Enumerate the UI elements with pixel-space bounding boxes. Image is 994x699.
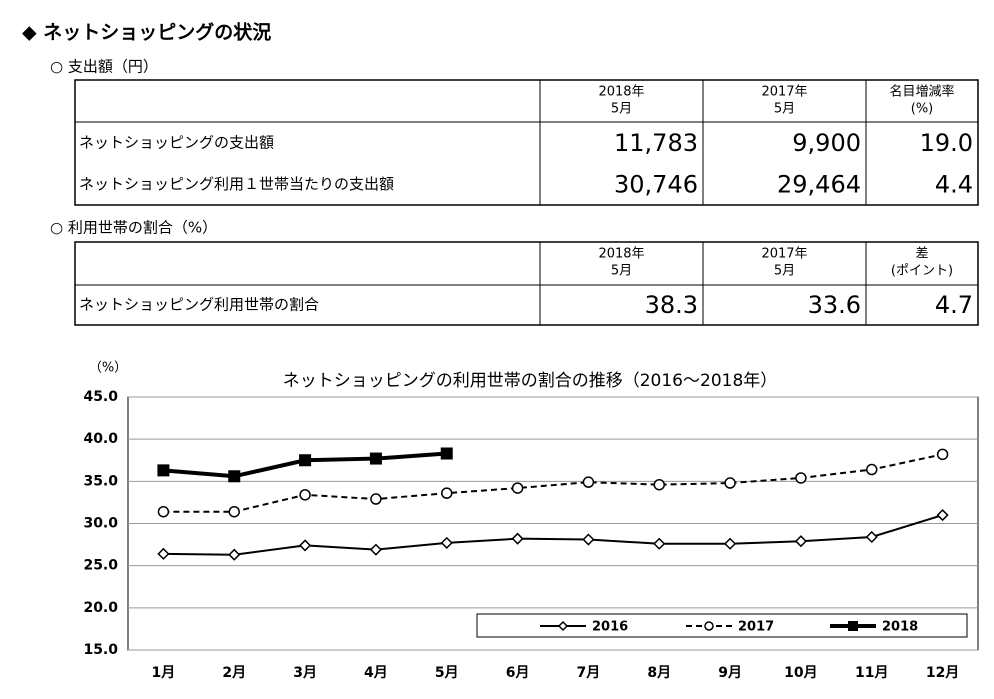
table-header: 5月: [611, 102, 632, 117]
x-tick-label: 9月: [718, 665, 742, 681]
data-point: [794, 535, 807, 548]
table-border: [74, 79, 979, 206]
data-point: [157, 464, 170, 477]
x-tick-label: 6月: [506, 665, 530, 681]
data-point: [866, 463, 878, 476]
cell-value: 19.0: [920, 129, 973, 157]
table-header: 5月: [611, 264, 632, 279]
table-header: 名目増減率: [889, 84, 954, 100]
heading: ◆ ネットショッピングの状況: [22, 21, 271, 44]
x-tick-label: 10月: [784, 665, 817, 681]
data-point: [157, 547, 170, 560]
x-tick-label: 12月: [926, 665, 959, 681]
table-header: (ポイント): [891, 264, 953, 279]
y-tick-label: 45.0: [83, 389, 118, 405]
data-point: [936, 448, 949, 461]
data-point: [724, 477, 736, 489]
y-unit: （%）: [89, 361, 127, 376]
data-point: [228, 548, 241, 561]
x-tick-label: 11月: [855, 665, 888, 681]
data-point: [157, 505, 170, 518]
table-header: 2017年: [761, 85, 807, 100]
table-header: 5月: [774, 102, 795, 117]
data-point: [228, 470, 241, 483]
cell-value: 4.7: [935, 291, 973, 319]
table-border: [74, 241, 979, 326]
data-point: [299, 489, 311, 501]
series-line: [163, 514, 943, 556]
cell-value: 33.6: [808, 291, 861, 319]
row-label: ネットショッピング利用１世帯当たりの支出額: [79, 175, 394, 193]
data-point: [582, 476, 595, 488]
data-point: [369, 543, 382, 556]
data-point: [369, 452, 382, 465]
data-point: [653, 537, 666, 550]
cell-value: 11,783: [614, 129, 698, 157]
legend-label: 2016: [592, 620, 628, 635]
y-tick-label: 35.0: [83, 473, 118, 489]
legend-marker: [848, 621, 858, 631]
x-tick-label: 1月: [152, 665, 176, 681]
table-header: 差: [915, 247, 928, 262]
y-tick-label: 25.0: [83, 558, 118, 574]
y-tick-label: 40.0: [83, 431, 118, 447]
x-tick-label: 5月: [435, 665, 459, 681]
table-header: 2017年: [761, 247, 807, 262]
legend-label: 2017: [738, 620, 774, 635]
x-tick-label: 7月: [577, 665, 601, 681]
y-tick-label: 30.0: [83, 516, 118, 532]
series-line: [163, 453, 943, 513]
table-header: 2018年: [598, 85, 644, 100]
data-point: [299, 539, 312, 552]
data-point: [228, 505, 240, 518]
data-point: [724, 537, 737, 550]
data-point: [370, 493, 382, 505]
section-title: ○ 利用世帯の割合（%）: [50, 219, 217, 237]
data-point: [440, 536, 453, 549]
data-point: [865, 530, 878, 544]
data-point: [653, 478, 665, 491]
table-header: 2018年: [598, 247, 644, 262]
section-title: ○ 支出額（円）: [50, 58, 158, 76]
cell-value: 4.4: [935, 170, 973, 198]
cell-value: 29,464: [777, 170, 861, 198]
x-tick-label: 3月: [293, 665, 317, 681]
y-tick-label: 20.0: [83, 600, 118, 616]
cell-value: 38.3: [645, 291, 698, 319]
table-header: 5月: [774, 264, 795, 279]
cell-value: 30,746: [614, 170, 698, 198]
data-point: [936, 509, 949, 522]
table-header: (%): [911, 102, 934, 117]
legend-marker: [704, 621, 714, 631]
data-point: [795, 472, 807, 484]
row-label: ネットショッピングの支出額: [79, 133, 274, 151]
cell-value: 9,900: [792, 129, 861, 157]
legend-label: 2018: [882, 620, 918, 635]
chart-title: ネットショッピングの利用世帯の割合の推移（2016～2018年）: [283, 371, 778, 391]
data-point: [511, 482, 524, 494]
data-point: [299, 454, 312, 467]
row-label: ネットショッピング利用世帯の割合: [79, 296, 319, 314]
x-tick-label: 8月: [647, 665, 671, 681]
data-point: [441, 487, 453, 499]
data-point: [511, 532, 524, 545]
x-tick-label: 2月: [222, 665, 246, 681]
data-point: [440, 447, 453, 460]
data-point: [582, 533, 595, 546]
x-tick-label: 4月: [364, 665, 388, 681]
legend-marker: [557, 620, 569, 632]
y-tick-label: 15.0: [83, 642, 118, 658]
